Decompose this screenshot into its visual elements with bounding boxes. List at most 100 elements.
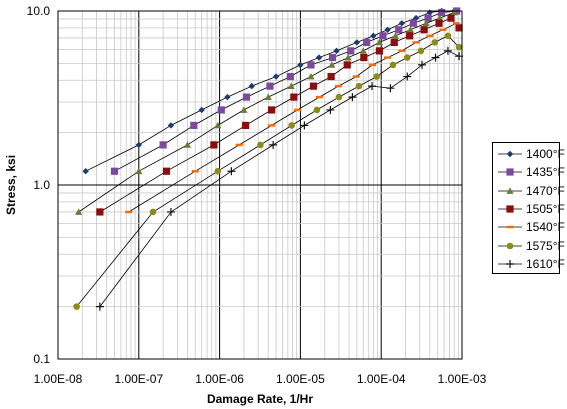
legend-marker (506, 226, 514, 229)
data-point (384, 26, 391, 33)
legend: 1400°F 1435°F 1470°F 1505°F 1540°F 1575°F 1610… (492, 142, 565, 274)
legend-marker (506, 187, 514, 194)
series-1 (110, 7, 461, 175)
legend-marker (506, 242, 514, 249)
data-point (75, 208, 83, 215)
data-point (375, 38, 384, 46)
data-point (436, 14, 444, 22)
series-4 (125, 22, 460, 214)
data-point (235, 143, 243, 147)
legend-label: 1575°F (526, 238, 565, 253)
legend-marker (506, 150, 514, 158)
legend-marker (506, 259, 514, 268)
data-point (227, 167, 236, 176)
data-point (422, 19, 430, 27)
data-point (269, 140, 278, 149)
data-point (297, 61, 304, 69)
series-line (99, 50, 460, 307)
data-point (347, 47, 355, 55)
data-point (162, 167, 171, 175)
data-point (210, 141, 218, 149)
data-point (82, 168, 89, 175)
legend-swatch (498, 187, 522, 194)
data-point (110, 167, 119, 175)
data-point (452, 22, 460, 25)
series-3 (96, 14, 463, 216)
x-tick-label: 1.00E-04 (357, 372, 406, 386)
data-point (307, 61, 315, 69)
data-point (438, 8, 446, 17)
data-point (224, 93, 231, 101)
data-point (406, 26, 415, 33)
legend-label: 1400°F (526, 147, 565, 162)
data-point (379, 32, 387, 40)
data-point (431, 39, 439, 46)
data-point (431, 53, 440, 62)
legend-swatch (498, 242, 522, 249)
data-point (426, 34, 434, 38)
data-point (370, 32, 377, 40)
data-point (326, 105, 335, 114)
data-point (190, 121, 198, 130)
x-tick-label: 1.00E-03 (438, 372, 487, 386)
x-tick-label: 1.00E-08 (34, 372, 83, 386)
series-line (85, 10, 455, 172)
legend-item: 1470°F (497, 182, 565, 200)
data-point (355, 82, 363, 90)
x-tick-label: 1.00E-06 (195, 372, 244, 386)
series-2 (75, 8, 458, 215)
legend-item: 1610°F (497, 255, 565, 273)
legend-label: 1505°F (526, 202, 565, 217)
data-point (403, 72, 412, 81)
data-point (395, 26, 403, 34)
data-point (300, 121, 309, 130)
data-point (335, 93, 343, 101)
data-point (403, 54, 411, 61)
data-point (307, 72, 315, 80)
data-point (191, 170, 199, 173)
data-point (266, 82, 274, 90)
data-point (450, 8, 458, 16)
y-tick-label: 10.0 (27, 4, 51, 18)
data-point (343, 61, 351, 69)
data-point (149, 208, 157, 216)
data-point (135, 167, 143, 175)
data-point (360, 53, 368, 62)
data-point (293, 108, 301, 112)
data-point (375, 47, 384, 55)
data-point (406, 32, 414, 40)
data-point (313, 106, 321, 114)
data-point (125, 210, 133, 214)
legend-swatch (498, 205, 522, 213)
data-point (435, 19, 443, 27)
data-point (373, 73, 381, 80)
data-point (286, 72, 294, 81)
data-point (198, 106, 205, 114)
x-tick-labels: 1.00E-08 1.00E-07 1.00E-06 1.00E-05 1.00E-04… (34, 372, 487, 386)
data-point (268, 124, 276, 127)
legend-swatch (498, 259, 522, 268)
data-point (248, 82, 255, 90)
legend-label: 1540°F (526, 220, 565, 235)
legend-label: 1470°F (526, 183, 565, 198)
data-point (328, 61, 336, 68)
data-point (439, 28, 447, 31)
data-point (352, 75, 360, 78)
data-point (417, 47, 425, 55)
legend-item: 1540°F (497, 218, 565, 236)
series-5 (73, 32, 463, 310)
legend-label: 1435°F (526, 165, 565, 180)
data-point (272, 73, 280, 80)
legend-swatch (498, 168, 522, 177)
data-point (183, 141, 192, 148)
data-point (420, 26, 428, 34)
data-point (333, 47, 340, 55)
data-point (309, 82, 318, 90)
data-point (315, 95, 323, 99)
y-axis-title: Stress, ksi (4, 155, 18, 215)
data-point (287, 82, 295, 90)
data-point (334, 84, 342, 88)
legend-swatch (498, 150, 522, 158)
data-point (412, 41, 420, 44)
